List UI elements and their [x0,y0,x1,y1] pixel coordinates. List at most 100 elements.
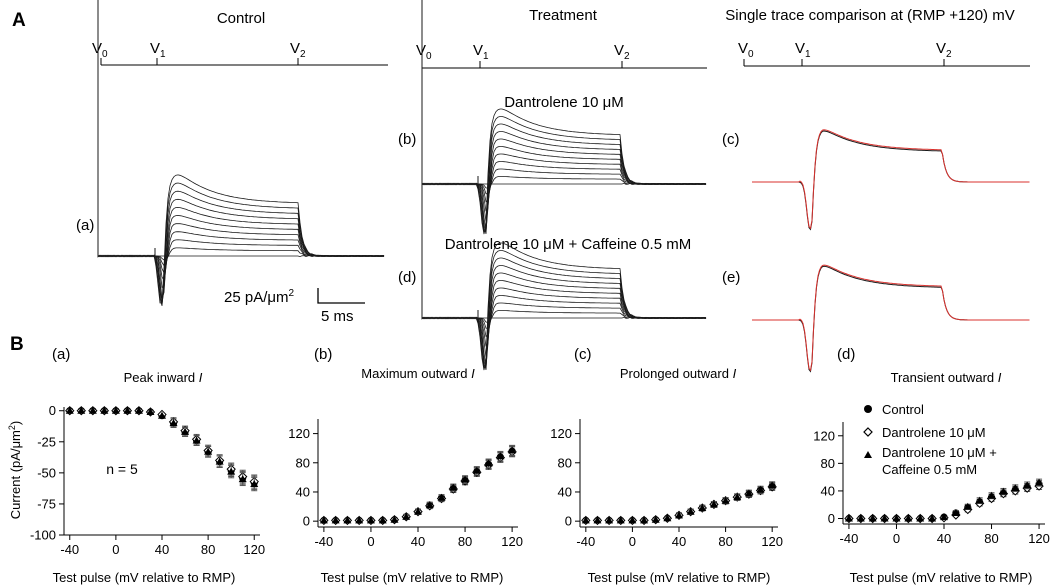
data-point-dantrolene-caffeine [698,504,707,512]
data-point-dantrolene-caffeine [733,493,742,501]
current-trace [97,0,385,299]
data-point-dantrolene-caffeine [158,411,166,419]
data-point-dantrolene-caffeine [951,508,960,516]
y-tick-label: -100 [30,528,56,543]
overlay-trace-treatment [752,129,1030,230]
data-point-dantrolene-caffeine [628,516,637,524]
x-tick-label: 0 [629,534,636,549]
data-point-dantrolene-caffeine [250,480,259,488]
y-tick-label: -75 [37,496,56,511]
overlay-trace-control [752,130,1030,231]
trace-label-c: (c) [722,131,740,148]
x-tick-label: 40 [411,534,425,549]
current-trace [97,0,385,258]
v0-label: V0 [92,40,108,60]
legend-label-control: Control [882,402,924,417]
current-trace [97,0,385,306]
data-point-dantrolene-caffeine [605,516,614,524]
data-point-dantrolene-caffeine [331,516,340,524]
trace-label-d: (d) [398,269,416,286]
legend-marker-dantrolene-caffeine [864,451,872,458]
data-point-dantrolene-caffeine [461,475,470,483]
chart-label-b: (b) [314,346,332,363]
data-point-dantrolene-caffeine [169,419,178,427]
x-tick-label: -40 [840,531,859,546]
data-point-dantrolene-caffeine [975,496,984,504]
data-point-dantrolene-caffeine [402,512,411,520]
legend-marker-control [864,405,872,413]
v2-label: V2 [936,40,952,60]
current-trace [97,0,385,274]
current-trace [421,0,707,235]
y-tick-label: -25 [37,434,56,449]
chart-title-maximum-outward: Maximum outward I [361,366,475,381]
trace-family-dantrolene-caffeine [421,0,707,371]
data-point-dantrolene-caffeine [651,515,660,523]
data-point-dantrolene-caffeine [768,481,777,489]
x-axis-title-a: Test pulse (mV relative to RMP) [53,570,236,585]
x-tick-label: -40 [60,542,79,557]
x-axis-title-d: Test pulse (mV relative to RMP) [850,570,1033,585]
y-tick-label: 40 [296,484,310,499]
x-tick-label: 0 [112,542,119,557]
trace-label-e: (e) [722,269,740,286]
current-trace [421,0,707,370]
current-trace [421,0,707,234]
legend-label-dantrolene: Dantrolene 10 μM [882,425,986,440]
data-point-dantrolene-caffeine [111,406,120,414]
data-point-dantrolene-caffeine [1023,481,1032,489]
data-point-dantrolene-caffeine [928,514,937,522]
data-point-dantrolene-caffeine [192,436,201,444]
data-point-dantrolene-caffeine [204,447,213,455]
trace-family-dantrolene [421,0,707,235]
current-trace [421,0,707,222]
protocol-treatment: V0 V1 V2 [416,42,707,69]
current-trace [421,0,707,371]
data-point-dantrolene-caffeine [916,514,925,522]
data-point-dantrolene-caffeine [414,507,422,515]
data-point-dantrolene-caffeine [390,515,399,523]
legend-label-dantrolene-caffeine-1: Dantrolene 10 μM + [882,445,997,460]
panel-label-a: A [12,10,26,31]
data-point-dantrolene-caffeine [721,496,730,504]
data-point-dantrolene-caffeine [856,514,865,522]
data-point-dantrolene-caffeine [343,516,352,524]
x-tick-label: 80 [984,531,998,546]
x-tick-label: 80 [458,534,472,549]
y-tick-label: 0 [303,514,310,529]
x-tick-label: -40 [314,534,333,549]
trace-label-a: (a) [76,217,94,234]
data-point-dantrolene-caffeine [437,493,446,501]
y-tick-label: 120 [550,426,572,441]
data-point-dantrolene-caffeine [616,516,625,524]
x-tick-label: 120 [761,534,783,549]
chart-label-a: (a) [52,346,70,363]
data-point-dantrolene-caffeine [744,489,753,497]
x-tick-label: 40 [672,534,686,549]
chart-label-d: (d) [837,346,855,363]
x-axis-title-c: Test pulse (mV relative to RMP) [588,570,771,585]
x-tick-label: 120 [501,534,523,549]
data-point-dantrolene-caffeine [1035,478,1044,486]
comparison-title: Single trace comparison at (RMP +120) mV [725,7,1014,24]
trace-family-control [97,0,385,306]
x-tick-label: 80 [718,534,732,549]
v0-label: V0 [738,40,754,60]
data-point-dantrolene-caffeine [675,511,683,519]
x-tick-label: 40 [155,542,169,557]
data-point-dantrolene-caffeine [88,406,97,414]
data-point-dantrolene-caffeine [999,487,1008,495]
chart-title-peak-inward: Peak inward I [124,370,203,385]
current-trace [421,0,707,323]
data-point-dantrolene-caffeine [844,514,853,522]
x-tick-label: 0 [367,534,374,549]
scale-y-label: 25 pA/μm2 [224,288,295,306]
current-trace [97,0,385,305]
control-title: Control [217,10,265,27]
x-tick-label: 0 [893,531,900,546]
y-tick-label: 80 [296,455,310,470]
data-point-dantrolene-caffeine [378,516,387,524]
trace-overlay-dantrolene-caffeine [752,264,1030,373]
dantrolene-caffeine-label: Dantrolene 10 μM + Caffeine 0.5 mM [445,236,691,253]
current-trace [421,0,707,235]
